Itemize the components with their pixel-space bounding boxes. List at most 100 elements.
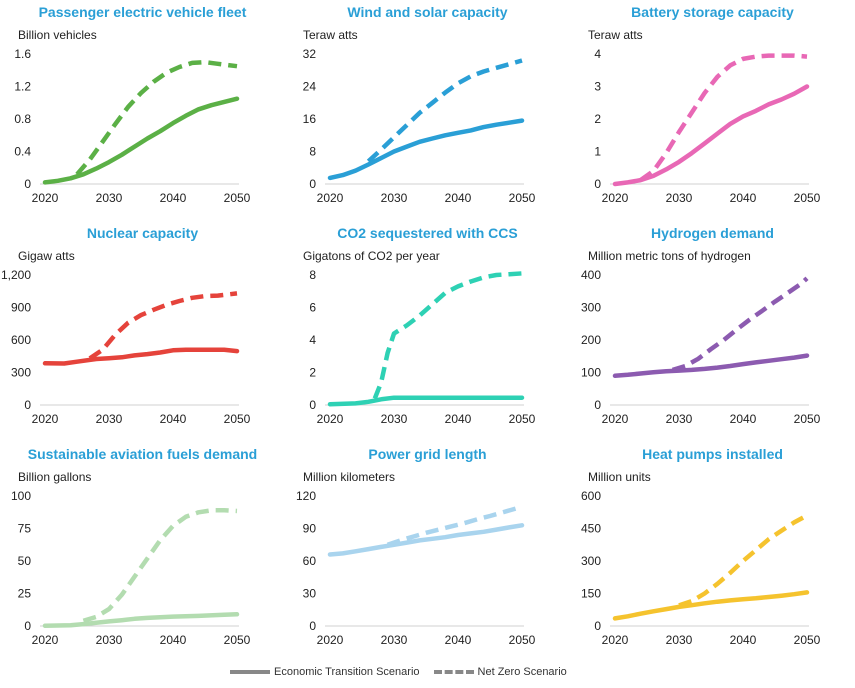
y-tick-label: 400	[581, 268, 601, 282]
chart-svg-sustainable-aviation-fuels-demand: 0 25 50 75 100 2020 2030 2040 2050	[11, 489, 251, 647]
y-tick-label: 0	[309, 177, 316, 191]
y-tick-label: 0	[24, 177, 31, 191]
legend-solid-line-swatch	[230, 670, 270, 674]
y-tick-label: 8	[309, 145, 316, 159]
y-tick-label: 8	[309, 268, 316, 282]
y-tick-label: 24	[303, 80, 317, 94]
y-tick-label: 300	[581, 301, 601, 315]
series-line-net-zero-scenario	[75, 59, 238, 176]
x-tick-label: 2030	[96, 191, 123, 205]
y-tick-label: 3	[594, 80, 601, 94]
y-tick-label: 100	[11, 489, 31, 503]
y-tick-label: 4	[309, 333, 316, 347]
y-tick-label: 200	[581, 333, 601, 347]
chart-panel-nuclear-capacity: Nuclear capacity Gigaw atts 0 300 600 900 1,20…	[0, 221, 285, 442]
series-line-economic-transition-scenario	[42, 347, 240, 366]
y-axis-label-hydrogen-demand: Million metric tons of hydrogen	[588, 249, 751, 263]
series-line-economic-transition-scenario	[42, 96, 240, 185]
y-tick-label: 150	[581, 587, 601, 601]
series-line-net-zero-scenario	[678, 513, 809, 608]
series-line-economic-transition-scenario	[612, 353, 810, 379]
series-line-net-zero-scenario	[639, 53, 808, 182]
chart-title-wind-and-solar-capacity: Wind and solar capacity	[347, 4, 508, 20]
y-tick-label: 4	[594, 47, 601, 61]
chart-panel-battery-storage-capacity: Battery storage capacity Teraw atts 0 1 2 3 4 2…	[570, 0, 855, 221]
y-tick-label: 90	[303, 522, 317, 536]
series-line-economic-transition-scenario	[612, 84, 810, 187]
chart-title-passenger-electric-vehicle-fleet: Passenger electric vehicle fleet	[38, 4, 247, 20]
y-tick-label: 16	[303, 112, 317, 126]
y-tick-label: 2	[309, 366, 316, 380]
chart-panel-passenger-electric-vehicle-fleet: Passenger electric vehicle fleet Billion …	[0, 0, 285, 221]
y-tick-label: 0	[24, 619, 31, 633]
chart-title-nuclear-capacity: Nuclear capacity	[86, 225, 199, 241]
y-tick-label: 30	[303, 587, 317, 601]
y-tick-label: 1,200	[1, 268, 31, 282]
x-tick-label: 2050	[509, 633, 536, 647]
chart-svg-nuclear-capacity: 0 300 600 900 1,200 2020 2030 2040 2050	[1, 268, 251, 426]
y-axis-label-battery-storage-capacity: Teraw atts	[588, 28, 643, 42]
chart-panel-hydrogen-demand: Hydrogen demand Million metric tons of hy…	[570, 221, 855, 442]
series-line-net-zero-scenario	[366, 58, 523, 163]
y-tick-label: 60	[303, 554, 317, 568]
chart-panel-sustainable-aviation-fuels-demand: Sustainable aviation fuels demand Billion…	[0, 442, 285, 663]
y-tick-label: 1.2	[14, 80, 31, 94]
chart-svg-co2-sequestered-with-ccs: 0 2 4 6 8 2020 2030 2040 2050	[309, 268, 536, 426]
x-tick-label: 2030	[96, 633, 123, 647]
y-tick-label: 50	[18, 554, 32, 568]
y-tick-label: 2	[594, 112, 601, 126]
chart-svg-passenger-electric-vehicle-fleet: 0 0.4 0.8 1.2 1.6 2020 2030 2040 2050	[14, 47, 251, 205]
x-tick-label: 2020	[602, 191, 629, 205]
x-tick-label: 2050	[224, 412, 251, 426]
y-tick-label: 75	[18, 522, 32, 536]
y-axis-label-sustainable-aviation-fuels-demand: Billion gallons	[18, 470, 92, 484]
series-line-net-zero-scenario	[671, 276, 809, 373]
chart-title-power-grid-length: Power grid length	[368, 446, 487, 462]
y-tick-label: 32	[303, 47, 317, 61]
x-tick-label: 2050	[794, 412, 821, 426]
y-tick-label: 0	[594, 177, 601, 191]
x-tick-label: 2050	[224, 633, 251, 647]
series-line-economic-transition-scenario	[42, 612, 240, 628]
y-tick-label: 300	[581, 554, 601, 568]
y-tick-label: 0.4	[14, 145, 31, 159]
x-tick-label: 2050	[509, 412, 536, 426]
chart-title-co2-sequestered-with-ccs: CO2 sequestered with CCS	[337, 225, 518, 241]
chart-title-hydrogen-demand: Hydrogen demand	[651, 225, 774, 241]
y-tick-label: 450	[581, 522, 601, 536]
x-tick-label: 2040	[445, 412, 472, 426]
y-tick-label: 0	[594, 619, 601, 633]
y-axis-label-wind-and-solar-capacity: Teraw atts	[303, 28, 358, 42]
chart-svg-hydrogen-demand: 0 100 200 300 400 2020 2030 2040 2050	[581, 268, 821, 426]
legend: Economic Transition Scenario Net Zero Sc…	[230, 663, 581, 681]
x-tick-label: 2030	[381, 191, 408, 205]
x-tick-label: 2040	[730, 633, 757, 647]
x-tick-label: 2040	[730, 412, 757, 426]
x-tick-label: 2030	[666, 412, 693, 426]
series-line-net-zero-scenario	[372, 271, 523, 400]
series-line-economic-transition-scenario	[327, 118, 525, 181]
series-line-net-zero-scenario	[88, 291, 238, 361]
x-tick-label: 2020	[32, 633, 59, 647]
y-tick-label: 1.6	[14, 47, 31, 61]
x-tick-label: 2040	[160, 191, 187, 205]
legend-item-net-zero: Net Zero Scenario	[433, 666, 567, 678]
legend-label-economic-transition: Economic Transition Scenario	[274, 666, 420, 678]
x-tick-label: 2030	[666, 633, 693, 647]
chart-svg-wind-and-solar-capacity: 0 8 16 24 32 2020 2030 2040 2050	[303, 47, 536, 205]
x-tick-label: 2050	[224, 191, 251, 205]
chart-svg-battery-storage-capacity: 0 1 2 3 4 2020 2030 2040 2050	[594, 47, 821, 205]
y-tick-label: 0.8	[14, 112, 31, 126]
x-tick-label: 2050	[794, 191, 821, 205]
x-tick-label: 2040	[160, 412, 187, 426]
chart-title-sustainable-aviation-fuels-demand: Sustainable aviation fuels demand	[27, 446, 258, 462]
y-axis-label-heat-pumps-installed: Million units	[588, 470, 651, 484]
legend-dashed-line-swatch	[433, 670, 474, 674]
chart-panel-wind-and-solar-capacity: Wind and solar capacity Teraw atts 0 8 16 24 3…	[285, 0, 570, 221]
y-tick-label: 300	[11, 366, 31, 380]
x-tick-label: 2050	[509, 191, 536, 205]
chart-panel-heat-pumps-installed: Heat pumps installed Million units 0 150 300…	[570, 442, 855, 663]
x-tick-label: 2020	[317, 412, 344, 426]
series-line-net-zero-scenario	[386, 504, 523, 547]
